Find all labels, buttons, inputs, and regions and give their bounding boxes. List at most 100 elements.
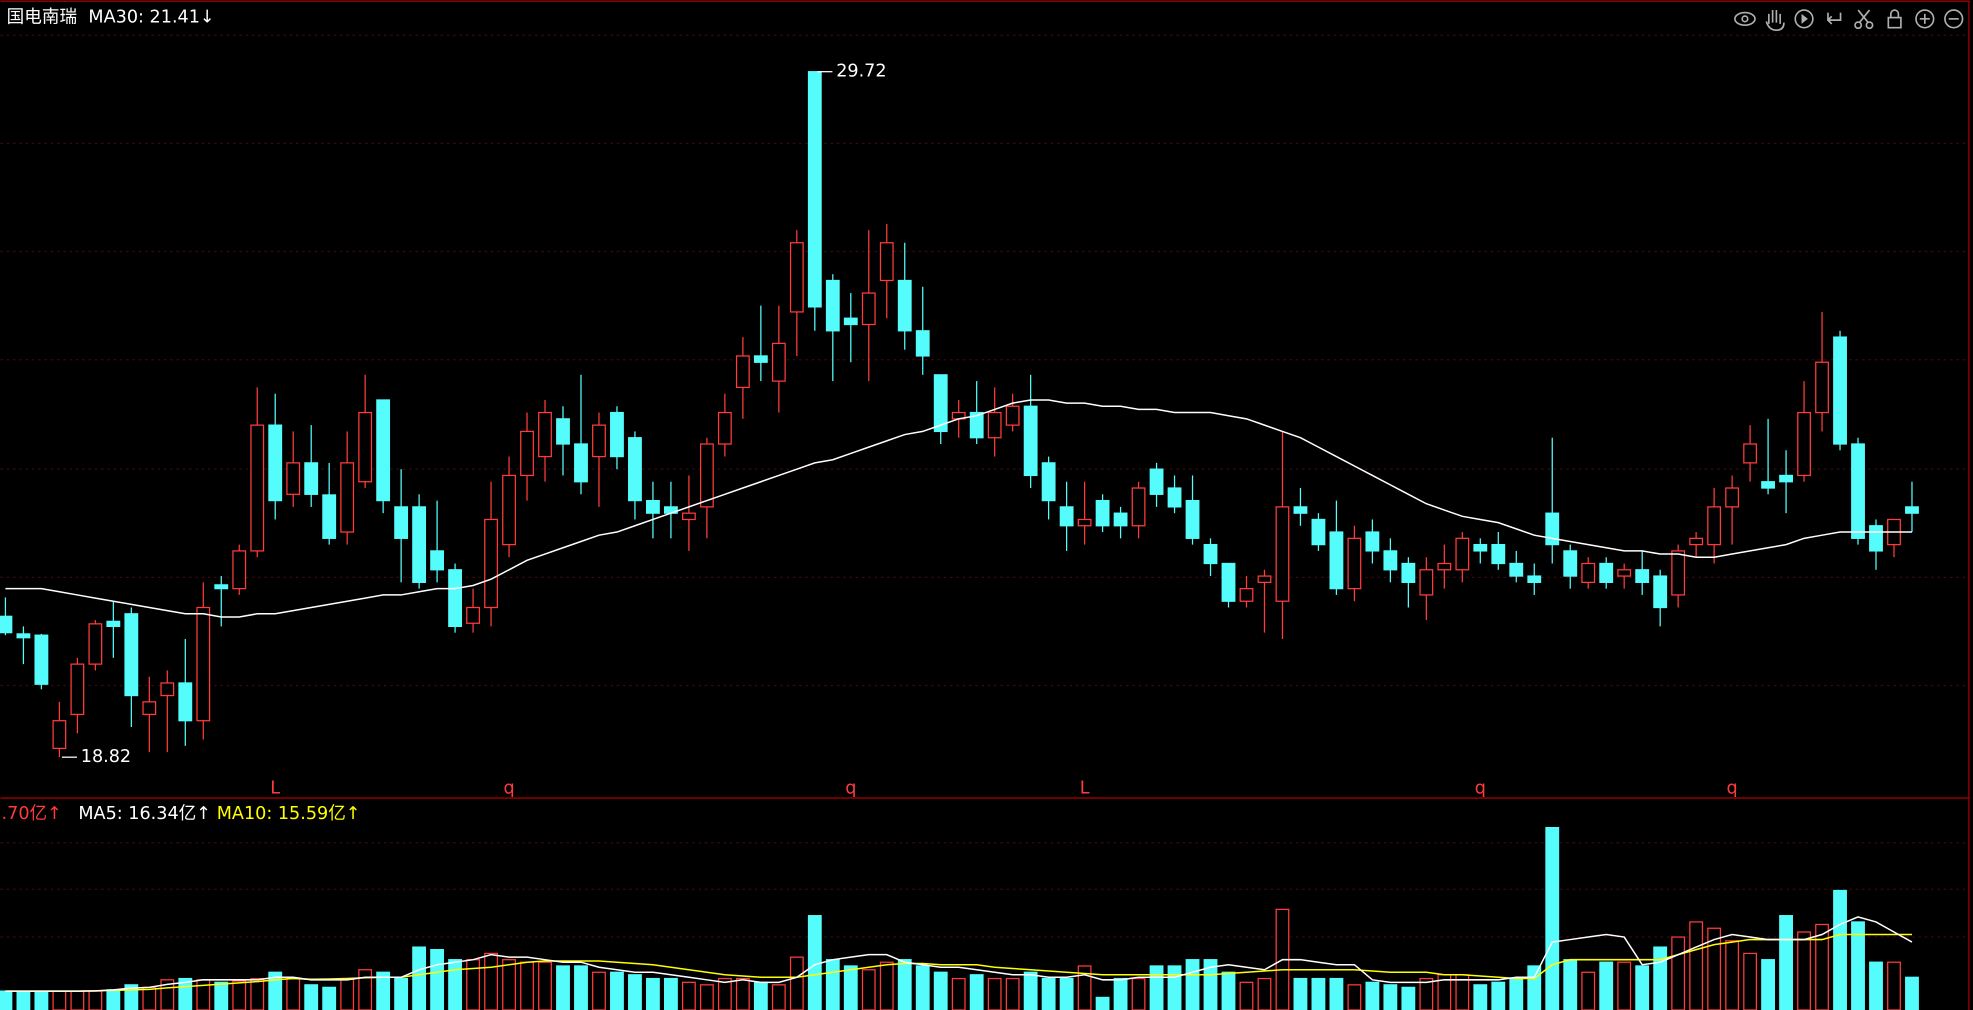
candle-body [717,411,732,445]
volume-bar [735,977,750,1010]
volume-bar [412,946,427,1010]
volume-bar [520,961,534,1010]
volume-bar [1167,965,1182,1010]
volume-bar [825,959,840,1010]
candle-body [412,506,427,583]
candle-body [124,613,139,697]
volume-bar [1131,977,1146,1010]
volume-bar [1851,921,1865,1010]
volume-bar [358,969,373,1010]
volume-bar [430,948,445,1010]
candle-body [1851,443,1865,539]
cut-button[interactable] [1854,9,1874,30]
candle-body [1563,550,1578,577]
hand-button[interactable] [1765,10,1785,32]
candle-body [735,355,750,389]
candle-body [861,292,876,326]
candle-body [430,550,445,571]
volume-bar [1671,936,1686,1010]
volume-bar [1563,959,1578,1010]
candle-body [771,342,786,382]
candle-body [0,615,13,634]
candle-body [1419,569,1434,596]
signal-marker: L [270,779,280,799]
volume-bar [1779,915,1793,1010]
candle-body [574,443,588,483]
toolbar [1734,9,1964,32]
candle-body [142,701,157,716]
candle-body [1077,518,1092,527]
candle-body [699,443,714,508]
play-button[interactable] [1794,9,1814,29]
candle-body [1653,575,1668,609]
candle-body [592,424,606,458]
candle-body [538,411,552,458]
vol-ma5-label: MA5: 16.34亿↑ [78,804,211,824]
candle-body [1491,543,1506,565]
zoom-in-button[interactable] [1915,9,1935,29]
background-grid [0,34,1968,938]
volume-bar [232,980,247,1010]
undo-button[interactable] [1827,12,1842,25]
volume-bar [1761,959,1776,1010]
candle-body [106,620,121,628]
candle-body [268,424,283,502]
eye-button[interactable] [1734,11,1756,26]
zoom-out-button[interactable] [1944,9,1964,29]
candle-body [1311,518,1326,546]
candle-body [1833,336,1847,445]
candle-body [1437,562,1452,571]
volume-bar [286,977,301,1010]
volume-bar [771,984,786,1010]
candle-body [969,411,984,439]
volume-bar [502,959,516,1010]
volume-bar [1401,986,1416,1010]
candle-body [1725,487,1740,508]
volume-bar [789,956,804,1010]
candle-body [214,584,229,590]
volume-bar [1095,996,1110,1010]
candle-body [1167,487,1182,508]
stock-name: 国电南瑞 [7,8,77,28]
candle-body [340,462,355,533]
candle-body [1689,537,1704,546]
volume-bar [1707,927,1722,1010]
volume-bar [1527,965,1542,1010]
candle-body [987,411,1002,439]
candle-body [825,279,840,332]
volume-bar [538,961,552,1010]
volume-bar [70,990,85,1010]
volume-bar [1815,923,1829,1010]
candle-body [1743,443,1758,464]
lock-button[interactable] [1887,9,1902,29]
volume-bar [448,959,463,1010]
candle-body [1383,550,1398,571]
candle-body [1527,575,1542,583]
candle-body [520,430,534,477]
volume-bar [1383,984,1398,1010]
candle-body [376,399,391,502]
candle-body [1113,512,1128,527]
volume-bar [250,977,265,1010]
candle-body [1473,543,1488,552]
candle-body [70,663,85,716]
signal-marker: q [845,779,856,799]
candle-body [1005,405,1020,426]
volume-bar [1347,984,1362,1010]
volume-bar [1599,961,1614,1010]
candle-body [646,499,660,514]
volume-bar [1059,977,1074,1010]
volume-bar [951,977,966,1010]
candle-body [196,606,211,722]
volume-bar [1869,961,1883,1010]
volume-bar [1077,965,1092,1010]
volume-bar [1509,977,1524,1010]
candle-body [1149,468,1164,495]
candle-body [484,518,498,609]
candle-body [1761,481,1776,489]
candle-body [178,682,193,722]
volume-bar [304,984,319,1010]
volume-bar [1725,940,1740,1010]
